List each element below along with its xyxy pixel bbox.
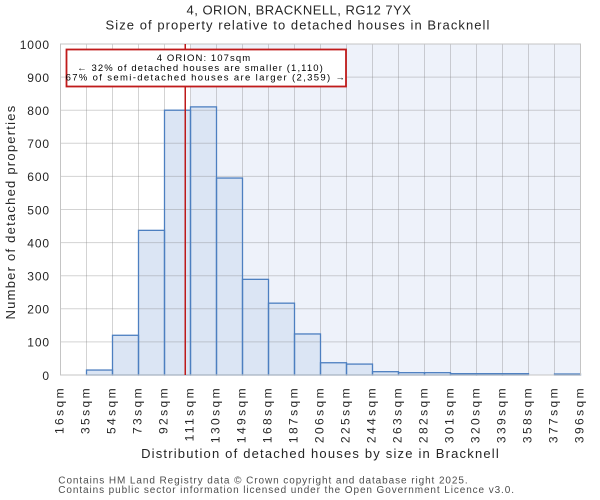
svg-text:Number of detached properties: Number of detached properties (3, 105, 18, 320)
svg-text:500: 500 (27, 203, 50, 217)
svg-text:187sqm: 187sqm (286, 386, 300, 443)
svg-text:149sqm: 149sqm (234, 386, 248, 443)
svg-text:263sqm: 263sqm (390, 386, 404, 443)
svg-text:4, ORION, BRACKNELL, RG12 7YX: 4, ORION, BRACKNELL, RG12 7YX (187, 3, 412, 18)
svg-text:4 ORION: 107sqm: 4 ORION: 107sqm (157, 53, 252, 64)
svg-text:16sqm: 16sqm (52, 386, 66, 434)
svg-text:377sqm: 377sqm (546, 386, 560, 443)
svg-text:300: 300 (27, 270, 50, 284)
svg-text:400: 400 (27, 236, 50, 250)
svg-text:900: 900 (27, 71, 50, 85)
svg-text:200: 200 (27, 303, 50, 317)
svg-text:320sqm: 320sqm (468, 386, 482, 443)
svg-text:301sqm: 301sqm (442, 386, 456, 443)
svg-text:73sqm: 73sqm (130, 386, 144, 434)
svg-text:800: 800 (27, 104, 50, 118)
svg-text:0: 0 (42, 369, 50, 383)
svg-text:Contains public sector informa: Contains public sector information licen… (58, 485, 515, 496)
svg-text:1000: 1000 (20, 38, 50, 52)
svg-text:358sqm: 358sqm (520, 386, 534, 443)
svg-text:244sqm: 244sqm (364, 386, 378, 443)
svg-text:67% of semi-detached houses ar: 67% of semi-detached houses are larger (… (66, 73, 347, 84)
svg-text:130sqm: 130sqm (208, 386, 222, 443)
svg-text:339sqm: 339sqm (494, 386, 508, 443)
svg-text:206sqm: 206sqm (312, 386, 326, 443)
svg-text:Distribution of detached house: Distribution of detached houses by size … (141, 446, 500, 461)
svg-text:← 32% of detached houses are s: ← 32% of detached houses are smaller (1,… (77, 63, 324, 74)
svg-text:225sqm: 225sqm (338, 386, 352, 443)
svg-text:168sqm: 168sqm (260, 386, 274, 443)
svg-text:396sqm: 396sqm (572, 386, 586, 443)
svg-text:35sqm: 35sqm (78, 386, 92, 434)
svg-text:600: 600 (27, 170, 50, 184)
svg-text:700: 700 (27, 137, 50, 151)
svg-text:100: 100 (27, 336, 50, 350)
svg-text:282sqm: 282sqm (416, 386, 430, 443)
svg-text:111sqm: 111sqm (182, 386, 196, 441)
svg-text:92sqm: 92sqm (156, 386, 170, 434)
svg-text:Contains HM Land Registry data: Contains HM Land Registry data © Crown c… (58, 476, 468, 487)
svg-text:54sqm: 54sqm (104, 386, 118, 434)
svg-text:Size of property relative to d: Size of property relative to detached ho… (106, 17, 491, 32)
